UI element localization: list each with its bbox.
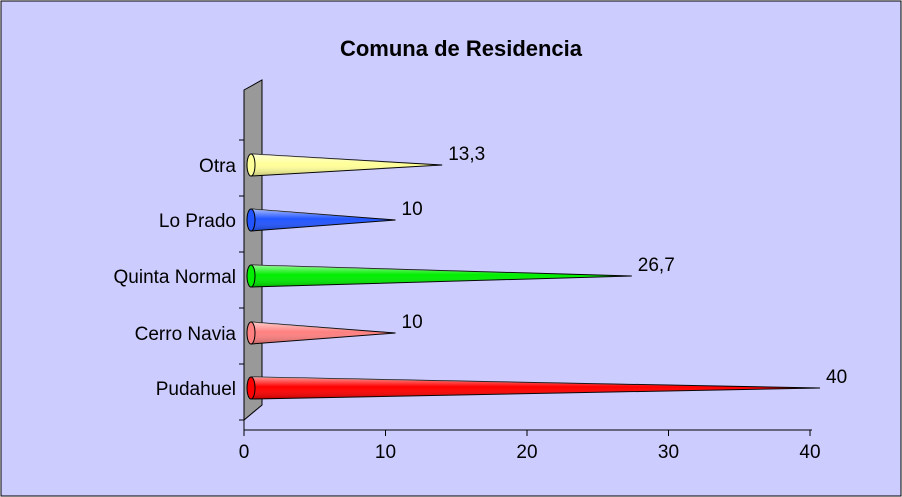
x-tick-label: 30 bbox=[658, 442, 679, 463]
y-tick-label: Lo Prado bbox=[159, 211, 236, 232]
y-tick-label: Otra bbox=[199, 156, 236, 177]
x-tick-label: 0 bbox=[239, 442, 250, 463]
bar bbox=[246, 208, 396, 232]
bar bbox=[246, 153, 443, 177]
value-label: 10 bbox=[402, 199, 423, 220]
chart-title: Comuna de Residencia bbox=[340, 36, 583, 61]
bar bbox=[246, 321, 396, 345]
axis-wall bbox=[243, 79, 263, 422]
y-tick-label: Cerro Navia bbox=[135, 324, 237, 345]
bar bbox=[246, 376, 821, 400]
y-tick-label: Pudahuel bbox=[156, 379, 236, 400]
value-label: 26,7 bbox=[638, 255, 675, 276]
value-label: 40 bbox=[826, 367, 847, 388]
value-label: 10 bbox=[402, 312, 423, 333]
x-tick-label: 40 bbox=[799, 442, 820, 463]
x-tick-label: 10 bbox=[375, 442, 396, 463]
y-tick-label: Quinta Normal bbox=[114, 267, 237, 288]
value-label: 13,3 bbox=[448, 144, 485, 165]
x-tick-label: 20 bbox=[516, 442, 537, 463]
bar bbox=[246, 264, 632, 288]
